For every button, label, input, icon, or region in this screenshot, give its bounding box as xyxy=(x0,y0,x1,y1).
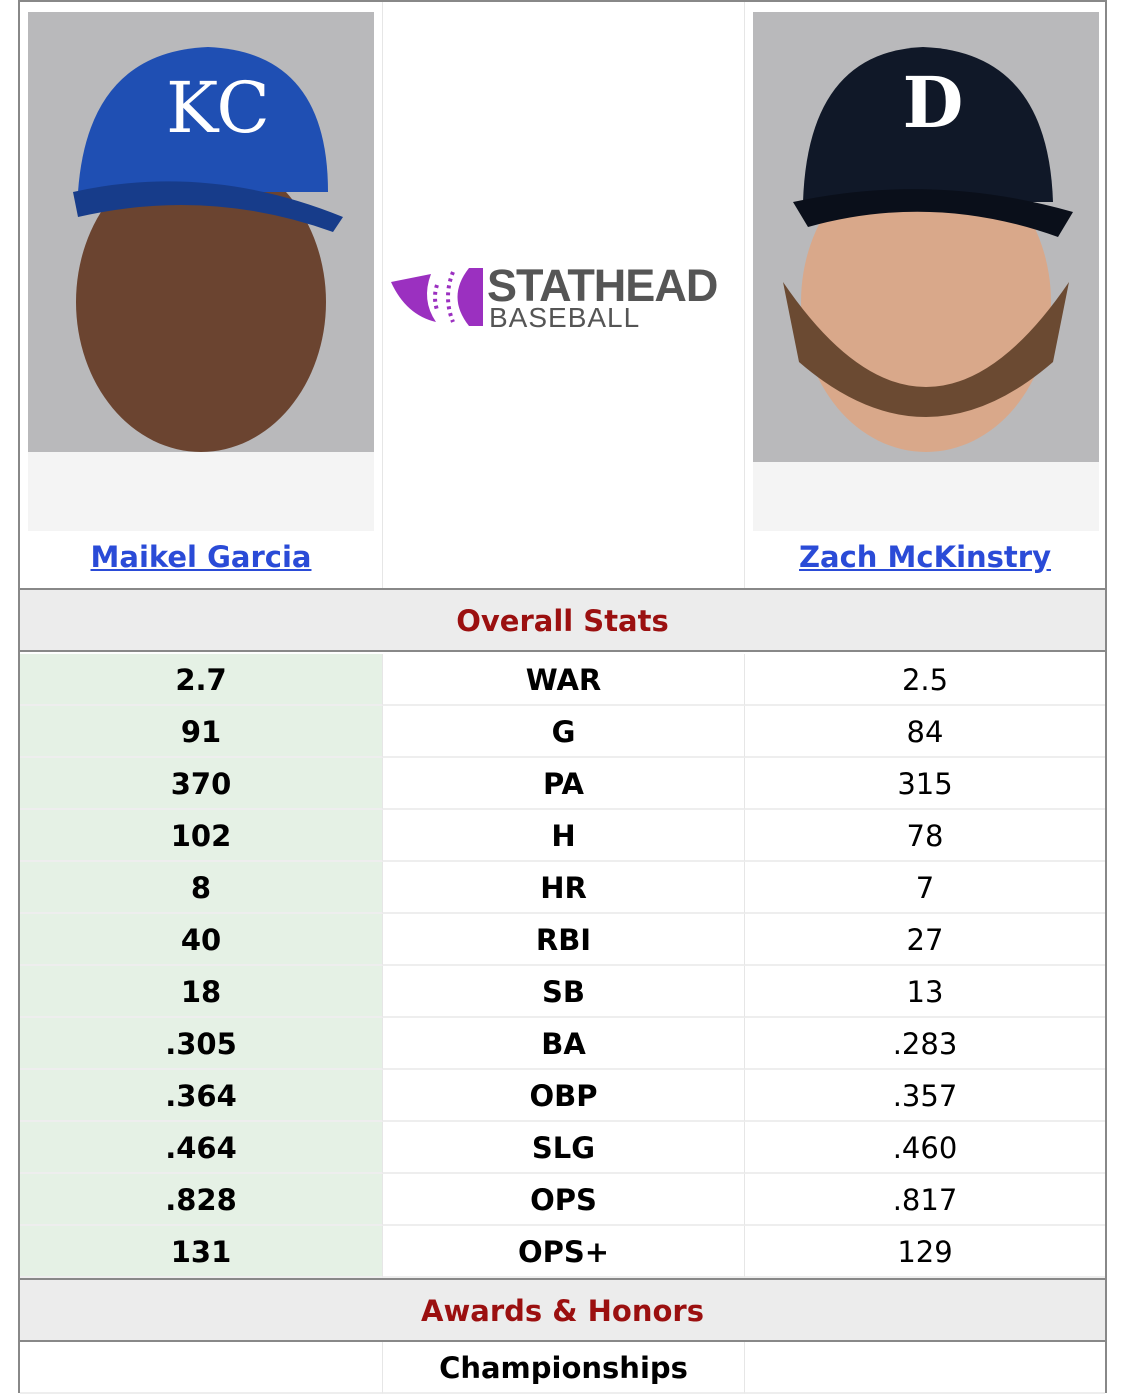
player-1-value: 40 xyxy=(20,914,382,966)
player-1-link[interactable]: Maikel Garcia xyxy=(90,540,312,574)
stat-label: SB xyxy=(382,966,745,1018)
player-2-link[interactable]: Zach McKinstry xyxy=(799,540,1051,574)
stat-label: SLG xyxy=(382,1122,745,1174)
stat-label: G xyxy=(382,706,745,758)
stat-row: 8 HR 7 xyxy=(20,862,1105,914)
player-2-value: 78 xyxy=(745,810,1105,862)
player-2-value: 27 xyxy=(745,914,1105,966)
section-overall-stats: Overall Stats xyxy=(20,590,1105,652)
stat-label: H xyxy=(382,810,745,862)
logo-text: STATHEAD xyxy=(487,260,718,311)
player-2-photo: D xyxy=(753,12,1099,531)
stat-label: BA xyxy=(382,1018,745,1070)
player-1-value: .464 xyxy=(20,1122,382,1174)
player-2-cell: D Zach McKinstry xyxy=(745,2,1105,588)
player-1-cell: KC Maikel Garcia xyxy=(20,2,382,588)
section-awards: Awards & Honors xyxy=(20,1278,1105,1342)
player-2-value: 129 xyxy=(745,1226,1105,1278)
stat-label: HR xyxy=(382,862,745,914)
stat-row: .364 OBP .357 xyxy=(20,1070,1105,1122)
stat-row: 102 H 78 xyxy=(20,810,1105,862)
stat-row: 2.7 WAR 2.5 xyxy=(20,654,1105,706)
player-2-value: .460 xyxy=(745,1122,1105,1174)
stat-row: 18 SB 13 xyxy=(20,966,1105,1018)
player-1-value: .828 xyxy=(20,1174,382,1226)
player-2-value: 2.5 xyxy=(745,654,1105,706)
logo-cell: STATHEAD BASEBALL xyxy=(382,2,745,588)
stat-row: .464 SLG .460 xyxy=(20,1122,1105,1174)
cap-logo: KC xyxy=(166,67,270,149)
stat-row: 131 OPS+ 129 xyxy=(20,1226,1105,1278)
award-label: Championships xyxy=(382,1342,745,1394)
stat-label: RBI xyxy=(382,914,745,966)
award-row: Championships xyxy=(20,1342,1105,1394)
baseball-logo-icon xyxy=(391,268,483,326)
player-2-value: 84 xyxy=(745,706,1105,758)
player-1-value: 18 xyxy=(20,966,382,1018)
player-1-value: .305 xyxy=(20,1018,382,1070)
player-2-value: .817 xyxy=(745,1174,1105,1226)
stat-row: 40 RBI 27 xyxy=(20,914,1105,966)
stat-label: OBP xyxy=(382,1070,745,1122)
player-1-value: 102 xyxy=(20,810,382,862)
stat-label: OPS xyxy=(382,1174,745,1226)
player-1-value: 2.7 xyxy=(20,654,382,706)
stathead-logo: STATHEAD BASEBALL xyxy=(391,260,741,333)
comparison-table: KC Maikel Garcia STATHEAD BASEBALL D Zac… xyxy=(18,0,1107,1394)
player-2-value: 315 xyxy=(745,758,1105,810)
player-1-value: 131 xyxy=(20,1226,382,1278)
player-2-value: 13 xyxy=(745,966,1105,1018)
cap-logo: D xyxy=(903,61,964,144)
player-1-value: 8 xyxy=(20,862,382,914)
stat-label: WAR xyxy=(382,654,745,706)
player-2-value: .283 xyxy=(745,1018,1105,1070)
player-1-value: 91 xyxy=(20,706,382,758)
player-1-value: .364 xyxy=(20,1070,382,1122)
logo-subtext: BASEBALL xyxy=(489,302,641,333)
stat-label: PA xyxy=(382,758,745,810)
player-1-value: 370 xyxy=(20,758,382,810)
stat-row: 370 PA 315 xyxy=(20,758,1105,810)
player-header: KC Maikel Garcia STATHEAD BASEBALL D Zac… xyxy=(20,2,1105,590)
stat-row: .828 OPS .817 xyxy=(20,1174,1105,1226)
stat-row: 91 G 84 xyxy=(20,706,1105,758)
player-2-value: 7 xyxy=(745,862,1105,914)
player-1-photo: KC xyxy=(28,12,374,531)
stat-row: .305 BA .283 xyxy=(20,1018,1105,1070)
player-2-value: .357 xyxy=(745,1070,1105,1122)
stat-label: OPS+ xyxy=(382,1226,745,1278)
